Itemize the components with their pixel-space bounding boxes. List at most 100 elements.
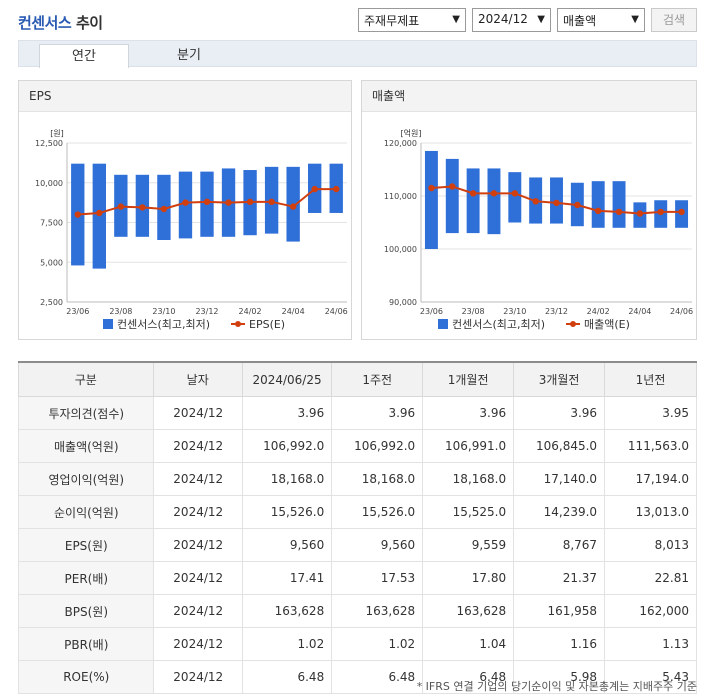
- table-cell: 14,239.0: [513, 495, 606, 529]
- table-cell: 163,628: [331, 594, 424, 628]
- table-cell: 1.13: [604, 627, 697, 661]
- row-label: 투자의견(점수): [18, 396, 154, 430]
- period-select[interactable]: 2024/12 ▼: [472, 8, 551, 32]
- x-tick-label: 24/02: [587, 307, 610, 316]
- table-cell: 2024/12: [152, 660, 243, 694]
- column-header: 날자: [152, 361, 243, 397]
- table-row: 영업이익(억원) 2024/12 18,168.0 18,168.0 18,168.0 1…: [18, 462, 697, 496]
- search-button[interactable]: 검색: [651, 8, 697, 32]
- column-header: 1주전: [331, 361, 424, 397]
- table-cell: 163,628: [422, 594, 515, 628]
- range-bar: [487, 168, 501, 235]
- x-tick-label: 23/08: [109, 307, 132, 316]
- table-cell: 163,628: [241, 594, 333, 628]
- x-tick-label: 23/06: [66, 307, 89, 316]
- table-cell: 22.81: [604, 561, 697, 595]
- table-cell: 1.04: [422, 627, 515, 661]
- table-cell: 2024/12: [152, 561, 243, 595]
- chevron-down-icon: ▼: [537, 14, 545, 25]
- row-label: EPS(원): [18, 528, 154, 562]
- table-cell: 18,168.0: [241, 462, 333, 496]
- range-bar: [591, 181, 605, 228]
- line-point: [182, 199, 189, 206]
- line-point: [117, 203, 125, 210]
- table-cell: 3.96: [513, 396, 606, 430]
- table-header-row: 구분 날자 2024/06/25 1주전 1개월전 3개월전 1년전: [18, 361, 697, 397]
- line-point: [615, 208, 623, 216]
- legend-label-line: EPS(E): [249, 318, 285, 331]
- line-point: [246, 198, 254, 206]
- table-cell: 5.43: [604, 660, 697, 694]
- line-point: [160, 205, 168, 213]
- legend-label-line: 매출액(E): [584, 318, 630, 331]
- table-cell: 18,168.0: [422, 462, 515, 496]
- y-tick-label: 5,000: [40, 258, 63, 267]
- table-cell: 2024/12: [152, 627, 243, 661]
- table-row: 순이익(억원) 2024/12 15,526.0 15,526.0 15,525.0 14…: [18, 495, 697, 529]
- legend-label-range: 컨센서스(최고,최저): [452, 318, 545, 331]
- line-point: [511, 190, 519, 197]
- line-point: [428, 184, 435, 192]
- statement-type-select[interactable]: 주재무제표 ▼: [358, 8, 466, 32]
- table-cell: 6.48: [331, 660, 424, 694]
- table-row: PER(배) 2024/12 17.41 17.53 17.80 21.37 22.81: [18, 561, 697, 595]
- table-row: 투자의견(점수) 2024/12 3.96 3.96 3.96 3.96 3.95: [18, 396, 697, 430]
- column-header: 구분: [18, 361, 154, 397]
- table-cell: 111,563.0: [604, 429, 697, 463]
- table-cell: 6.48: [422, 660, 515, 694]
- title-main: 컨센서스: [18, 14, 72, 32]
- table-row: ROE(%) 2024/12 6.48 6.48 6.48 5.98 5.43: [18, 660, 697, 694]
- line-point: [268, 198, 275, 206]
- metric-value: 매출액: [563, 14, 597, 28]
- line-point: [74, 211, 81, 218]
- x-tick-label: 23/12: [545, 307, 568, 316]
- chevron-down-icon: ▼: [631, 14, 639, 25]
- row-label: BPS(원): [18, 594, 154, 628]
- range-bar: [445, 158, 459, 234]
- line-point: [490, 190, 498, 197]
- line-point: [139, 204, 146, 211]
- table-cell: 2024/12: [152, 528, 243, 562]
- statement-type-value: 주재무제표: [364, 14, 420, 28]
- table-cell: 1.02: [241, 627, 333, 661]
- line-point: [96, 209, 103, 217]
- line-point: [574, 201, 581, 209]
- line-point: [225, 199, 232, 206]
- table-cell: 106,845.0: [513, 429, 606, 463]
- x-tick-label: 24/06: [670, 307, 693, 316]
- table-cell: 2024/12: [152, 396, 243, 430]
- line-point: [203, 198, 211, 206]
- line-point: [657, 208, 664, 216]
- legend-swatch-range: [103, 319, 113, 329]
- line-point: [469, 190, 477, 197]
- table-cell: 18,168.0: [331, 462, 424, 496]
- x-tick-label: 24/04: [282, 307, 305, 316]
- table-cell: 15,526.0: [331, 495, 424, 529]
- line-point: [289, 203, 297, 210]
- table-row: EPS(원) 2024/12 9,560 9,560 9,559 8,767 8,013: [18, 528, 697, 562]
- metric-select[interactable]: 매출액 ▼: [557, 8, 645, 32]
- chevron-down-icon: ▼: [452, 14, 460, 25]
- table-cell: 5.98: [513, 660, 606, 694]
- x-tick-label: 24/02: [239, 307, 262, 316]
- column-header: 2024/06/25: [241, 361, 333, 397]
- period-tab-bar: 연간 분기: [18, 40, 697, 68]
- y-tick-label: 2,500: [40, 298, 63, 307]
- table-row: 매출액(억원) 2024/12 106,992.0 106,992.0 106,991.…: [18, 429, 697, 463]
- tab-annual[interactable]: 연간: [39, 44, 129, 68]
- line-point: [678, 208, 685, 216]
- table-cell: 17.41: [241, 561, 333, 595]
- table-cell: 2024/12: [152, 594, 243, 628]
- tab-quarterly[interactable]: 분기: [177, 48, 201, 63]
- range-bar: [424, 150, 438, 249]
- table-cell: 106,992.0: [241, 429, 333, 463]
- row-label: 영업이익(억원): [18, 462, 154, 496]
- x-tick-label: 23/12: [195, 307, 218, 316]
- y-tick-label: 90,000: [389, 298, 417, 307]
- legend-swatch-point: [235, 321, 241, 327]
- y-tick-label: 7,500: [40, 219, 63, 228]
- consensus-table: 구분 날자 2024/06/25 1주전 1개월전 3개월전 1년전 투자의견(점수) 202…: [18, 361, 697, 694]
- table-cell: 2024/12: [152, 495, 243, 529]
- table-cell: 17,140.0: [513, 462, 606, 496]
